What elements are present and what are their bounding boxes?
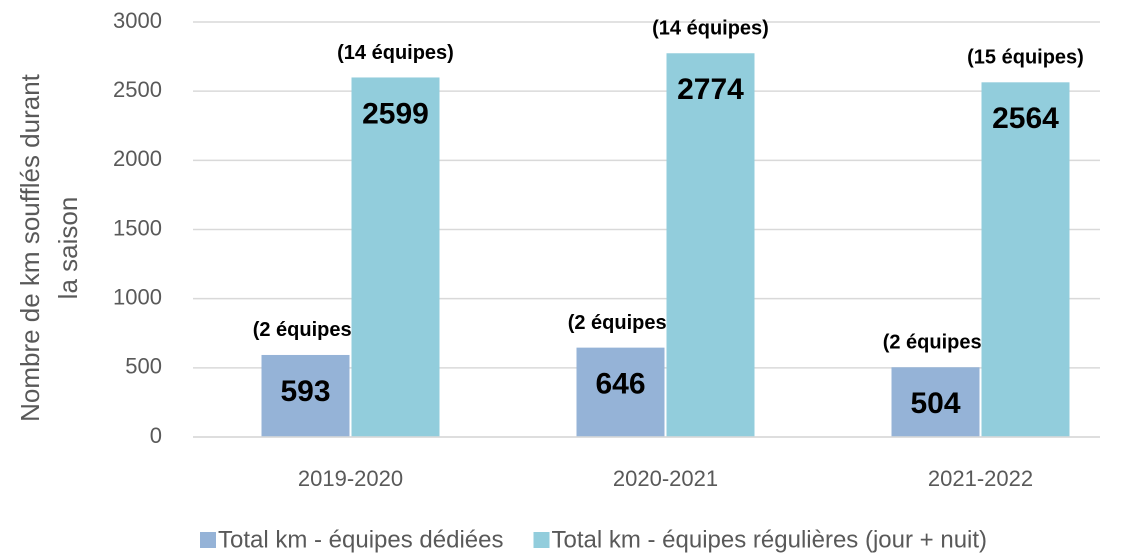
y-tick-label: 2500 (113, 77, 162, 102)
y-tick-label: 500 (125, 354, 162, 379)
data-label: 593 (280, 375, 330, 408)
y-tick-label: 1000 (113, 284, 162, 309)
x-tick-label: 2021-2022 (928, 466, 1033, 491)
legend-label: Total km - équipes dédiées (218, 526, 504, 553)
legend-swatch (200, 532, 216, 548)
data-label: 646 (595, 368, 645, 401)
bar (351, 77, 440, 437)
legend-label: Total km - équipes régulières (jour + nu… (552, 526, 988, 553)
bar (261, 354, 350, 437)
annotation: (14 équipes) (652, 18, 769, 40)
annotation: (14 équipes) (337, 42, 454, 64)
annotation: (2 équipes) (253, 319, 359, 341)
data-label: 2599 (362, 97, 429, 130)
y-tick-label: 3000 (113, 8, 162, 33)
data-label: 2774 (677, 73, 744, 106)
annotation: (2 équipes) (883, 332, 989, 354)
annotation: (2 équipes) (568, 312, 674, 334)
bar (576, 347, 665, 437)
data-label: 504 (910, 387, 960, 420)
x-tick-label: 2019-2020 (298, 466, 403, 491)
y-tick-label: 0 (150, 423, 162, 448)
legend-swatch (533, 532, 550, 548)
annotation: (15 équipes) (967, 47, 1084, 69)
bar (891, 367, 980, 437)
data-label: 2564 (992, 102, 1059, 135)
bar (981, 82, 1070, 438)
y-axis-label: Nombre de km soufflés durant (15, 73, 45, 422)
bar (666, 53, 755, 437)
y-tick-label: 1500 (113, 215, 162, 240)
x-tick-label: 2020-2021 (613, 466, 718, 491)
y-tick-label: 2000 (113, 146, 162, 171)
y-axis-label: la saison (53, 197, 83, 300)
